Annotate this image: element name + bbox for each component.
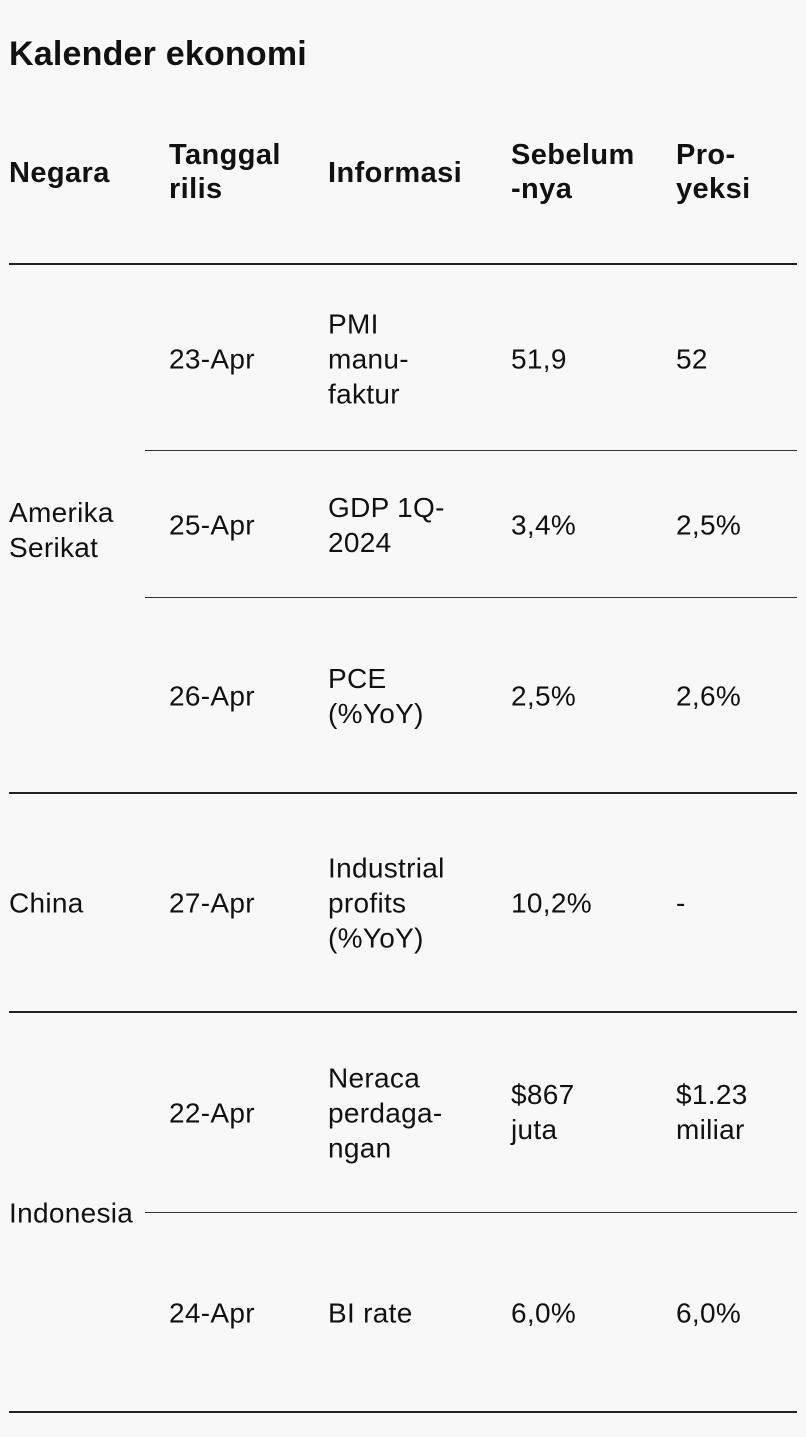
previous-value: 10,2% <box>511 887 592 919</box>
row-divider <box>145 1212 797 1213</box>
projection-value: 52 <box>676 343 708 375</box>
release-date: 25-Apr <box>169 509 255 541</box>
row-divider <box>145 450 797 451</box>
country-label: Amerika Serikat <box>9 497 114 563</box>
header-release-date: Tanggal rilis <box>169 139 281 205</box>
release-date: 24-Apr <box>169 1297 255 1329</box>
indicator-info: PCE (%YoY) <box>328 663 424 729</box>
header-divider <box>9 263 797 265</box>
previous-value: 6,0% <box>511 1297 577 1329</box>
header-country: Negara <box>9 157 110 189</box>
projection-value: 2,6% <box>676 680 742 712</box>
indicator-info: Neraca perdaga- ngan <box>328 1062 443 1164</box>
projection-value: - <box>676 887 686 919</box>
group-divider <box>9 792 797 794</box>
indicator-info: Industrial profits (%YoY) <box>328 852 445 954</box>
previous-value: 2,5% <box>511 680 577 712</box>
group-divider <box>9 1011 797 1013</box>
indicator-info: GDP 1Q- 2024 <box>328 492 445 558</box>
previous-value: $867 juta <box>511 1079 575 1145</box>
release-date: 22-Apr <box>169 1097 255 1129</box>
country-label: Indonesia <box>9 1197 134 1229</box>
projection-value: $1.23 miliar <box>676 1079 748 1145</box>
release-date: 26-Apr <box>169 680 255 712</box>
header-projection: Pro- yeksi <box>676 139 751 205</box>
table-bottom-rule <box>9 1411 797 1413</box>
indicator-info: PMI manu- faktur <box>328 308 409 410</box>
previous-value: 51,9 <box>511 343 567 375</box>
country-label: China <box>9 887 84 919</box>
projection-value: 2,5% <box>676 509 742 541</box>
release-date: 23-Apr <box>169 343 255 375</box>
previous-value: 3,4% <box>511 509 577 541</box>
page-title: Kalender ekonomi <box>9 35 307 73</box>
projection-value: 6,0% <box>676 1297 742 1329</box>
release-date: 27-Apr <box>169 887 255 919</box>
row-divider <box>145 597 797 598</box>
indicator-info: BI rate <box>328 1297 413 1329</box>
header-information: Informasi <box>328 157 463 189</box>
header-previous: Sebelum -nya <box>511 139 635 205</box>
